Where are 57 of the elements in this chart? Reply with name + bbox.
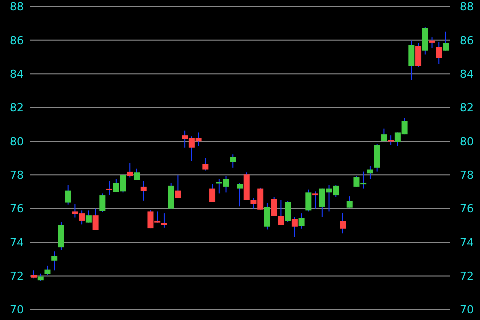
candlestick xyxy=(422,26,428,56)
candlestick xyxy=(436,42,442,65)
candlestick xyxy=(127,162,134,178)
y-tick-label: 70 xyxy=(10,304,24,317)
candlestick xyxy=(52,251,58,272)
candlestick xyxy=(298,213,305,230)
candlestick xyxy=(92,208,99,231)
candlestick xyxy=(161,213,168,228)
candlestick xyxy=(202,158,209,172)
y-tick-label: 88 xyxy=(10,0,24,14)
candlestick xyxy=(210,184,216,203)
candlestick xyxy=(306,189,312,212)
candlestick xyxy=(312,191,319,210)
candlestick xyxy=(340,213,346,234)
candlestick xyxy=(264,202,270,230)
y2-tick-label: 74 xyxy=(460,236,474,250)
y2-tick-label: 82 xyxy=(460,102,474,115)
candlestick xyxy=(140,180,147,202)
candlestick xyxy=(106,180,113,196)
candlestick xyxy=(346,196,353,208)
candlestick xyxy=(429,37,436,48)
candlestick xyxy=(292,216,298,238)
candlestick xyxy=(278,200,284,226)
candlestick xyxy=(285,200,292,223)
candlestick xyxy=(237,182,243,208)
candlestick xyxy=(367,166,374,180)
candlestick xyxy=(381,128,388,142)
y2-tick-label: 84 xyxy=(460,68,474,81)
candlestick xyxy=(388,135,394,146)
candlestick xyxy=(175,174,182,199)
y-tick-label: 76 xyxy=(10,202,24,216)
candlestick xyxy=(443,31,449,52)
y-tick-label: 74 xyxy=(10,236,24,250)
candlestick xyxy=(374,144,380,172)
candlestick xyxy=(168,182,174,210)
candlestick xyxy=(86,210,92,224)
y-tick-label: 86 xyxy=(10,34,24,48)
y2-tick-label: 72 xyxy=(460,270,474,284)
candlestick xyxy=(58,222,64,251)
y2-tick-label: 78 xyxy=(460,169,474,182)
candlestick xyxy=(65,184,72,206)
y2-tick-label: 70 xyxy=(460,304,474,317)
y-tick-label: 72 xyxy=(10,270,24,284)
y2-tick-label: 76 xyxy=(460,202,474,216)
y-tick-label: 80 xyxy=(10,135,24,148)
candlestick xyxy=(44,265,51,276)
candlestick xyxy=(230,154,236,168)
y-tick-label: 82 xyxy=(10,102,24,115)
y-tick-label: 78 xyxy=(10,169,24,182)
y2-tick-label: 86 xyxy=(460,34,474,48)
candlestick xyxy=(100,193,106,213)
candlestick xyxy=(271,196,278,217)
candlestick xyxy=(416,42,422,68)
y2-tick-label: 80 xyxy=(460,135,474,148)
candlestick xyxy=(408,40,415,81)
y-tick-label: 84 xyxy=(10,68,24,81)
y2-tick-label: 88 xyxy=(460,0,474,14)
